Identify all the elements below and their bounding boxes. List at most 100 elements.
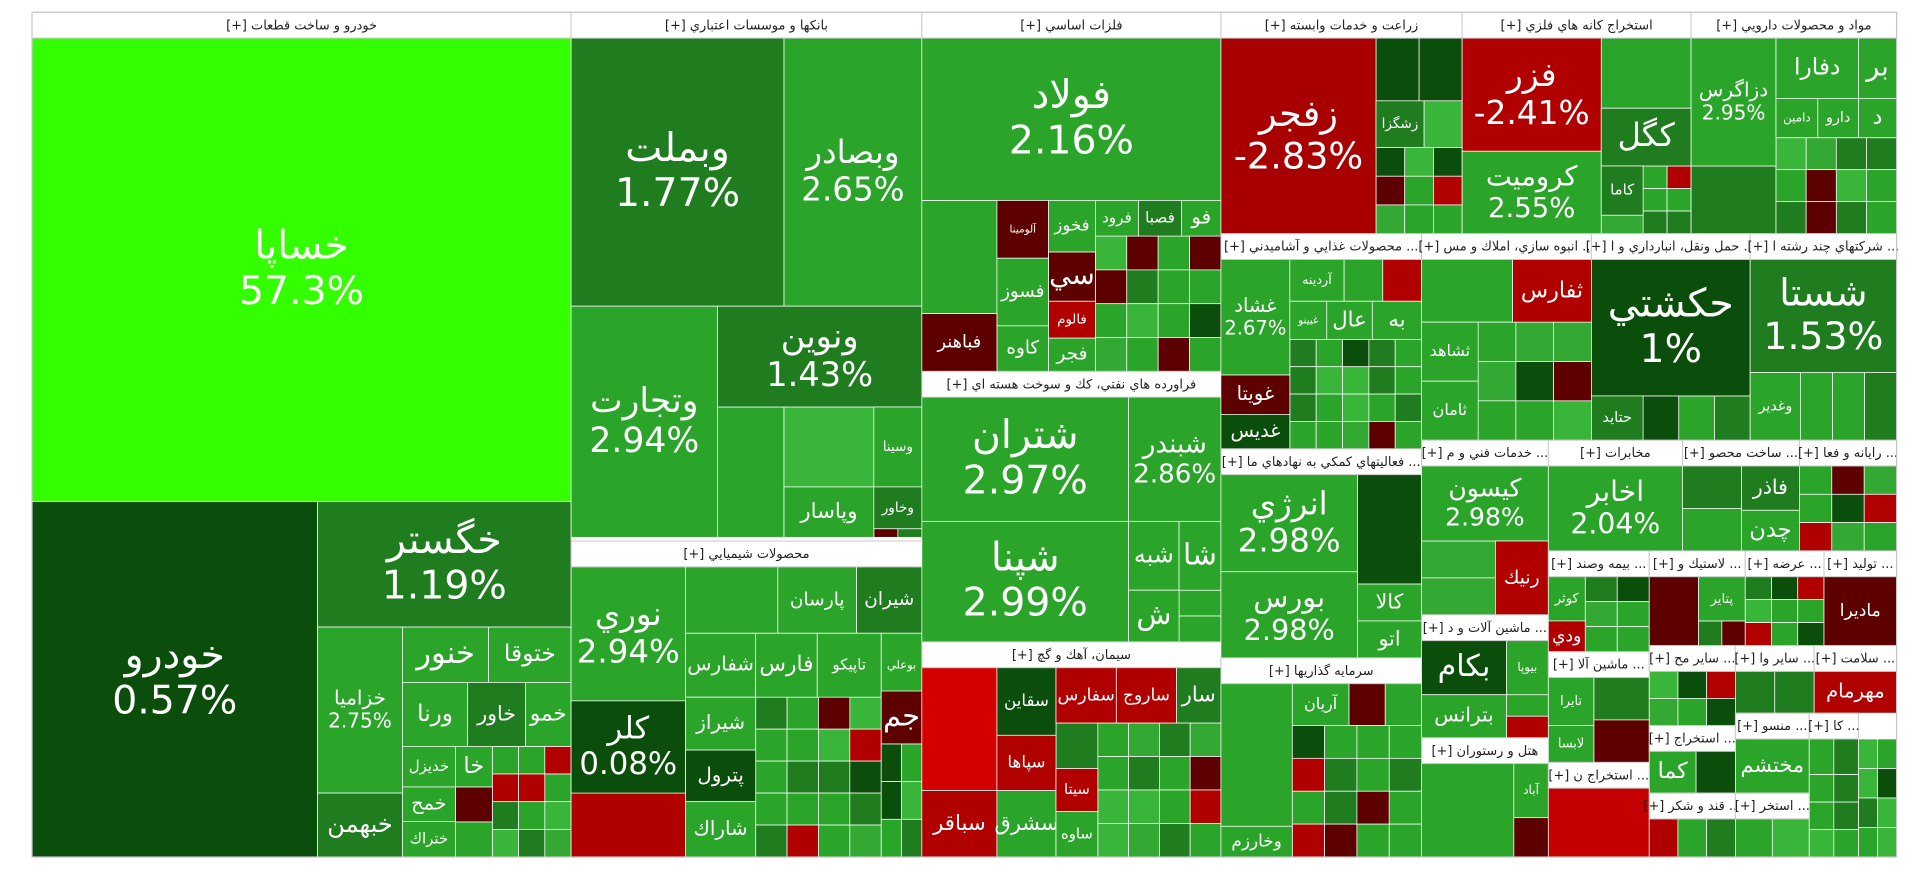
stock-tile[interactable] (996, 200, 1049, 259)
stock-tile[interactable] (880, 632, 923, 698)
sector-header[interactable] (1590, 233, 1751, 260)
stock-tile[interactable] (717, 305, 923, 408)
sector-title[interactable]: مخابرات [+] (1580, 446, 1651, 461)
stock-tile[interactable] (1741, 465, 1800, 511)
stock-tile[interactable] (1690, 37, 1777, 167)
sector-title[interactable]: ... حمل ونقل، انبارداري و ا [+] (1586, 240, 1756, 255)
sector-title[interactable]: سرمايه گذاريها [+] (1269, 663, 1374, 679)
sector-header[interactable] (1823, 550, 1898, 578)
sector-title[interactable]: بانكها و موسسات اعتباري [+] (665, 18, 828, 33)
sector-header[interactable] (1813, 645, 1898, 672)
stock-tile[interactable] (1600, 107, 1692, 167)
stock-tile[interactable] (1220, 474, 1358, 573)
sector-title[interactable]: محصولات شيميايي [+] (683, 547, 809, 562)
stock-tile[interactable] (1048, 300, 1096, 339)
stock-tile[interactable] (1055, 667, 1117, 724)
sector-title[interactable]: ... شركتهاي چند رشته ا [+] (1747, 240, 1899, 255)
sector-title[interactable]: خودرو و ساخت قطعات [+] (226, 18, 377, 33)
stock-tile[interactable] (685, 749, 757, 803)
stock-tile[interactable] (402, 626, 489, 683)
sector-header[interactable] (1220, 657, 1423, 685)
stock-tile[interactable] (1421, 321, 1479, 382)
stock-tile[interactable] (31, 501, 318, 858)
stock-tile[interactable] (1741, 509, 1800, 552)
sector-title[interactable]: ... ساير وا [+] (1734, 652, 1815, 667)
sector-title[interactable]: ... لاستيك و [+] (1653, 557, 1742, 572)
stock-tile[interactable] (996, 257, 1049, 327)
sector-header[interactable] (1744, 550, 1825, 578)
sector-header[interactable] (1461, 11, 1692, 39)
stock-tile[interactable] (570, 700, 686, 794)
sector-header[interactable] (1220, 11, 1463, 39)
sector-title[interactable]: استخراج كانه هاي فلزي [+] (1501, 18, 1653, 33)
stock-tile[interactable] (1220, 825, 1293, 858)
stock-tile[interactable] (880, 690, 923, 745)
stock-tile[interactable] (31, 37, 572, 503)
stock-tile[interactable] (1326, 300, 1373, 340)
stock-tile[interactable] (685, 632, 757, 698)
sector-header[interactable] (921, 11, 1222, 39)
sector-title[interactable]: ... استخراج [+] (1649, 731, 1736, 746)
stock-tile[interactable] (1698, 576, 1746, 622)
stock-tile[interactable] (570, 37, 785, 307)
stock-tile[interactable] (402, 786, 456, 822)
sector-header[interactable] (1681, 439, 1800, 467)
stock-tile[interactable] (783, 37, 923, 307)
stock-tile[interactable] (1547, 725, 1595, 763)
stock-tile[interactable] (1055, 768, 1099, 812)
stock-tile[interactable] (1648, 750, 1697, 794)
sector-title[interactable]: ... ساخت محصو [+] (1684, 446, 1798, 461)
stock-tile[interactable] (1357, 620, 1422, 659)
stock-tile[interactable] (1421, 640, 1507, 696)
stock-tile[interactable] (1178, 520, 1222, 591)
stock-tile[interactable] (921, 37, 1222, 201)
stock-tile[interactable] (1858, 37, 1897, 99)
sector-title[interactable]: سيمان، آهك و گچ [+] (1012, 647, 1131, 663)
sector-header[interactable] (1547, 761, 1650, 789)
sector-title[interactable]: ... فعاليتهاي كمكي به نهادهاي ما [+] (1222, 455, 1421, 470)
stock-tile[interactable] (755, 632, 818, 698)
sector-header[interactable] (1690, 11, 1898, 39)
sector-title[interactable]: ... توليد [+] (1827, 557, 1893, 572)
sector-title[interactable]: ... بيمه وصند [+] (1551, 557, 1646, 572)
sector-header[interactable] (570, 11, 923, 39)
sector-header[interactable] (921, 641, 1222, 669)
sector-header[interactable] (1734, 792, 1810, 820)
stock-tile[interactable] (1421, 465, 1549, 542)
stock-tile[interactable] (1421, 380, 1479, 441)
stock-tile[interactable] (996, 325, 1049, 372)
sector-header[interactable] (1220, 233, 1423, 260)
stock-tile[interactable] (1775, 97, 1819, 139)
sector-title[interactable]: ... ساير مح [+] (1649, 652, 1735, 667)
sector-header[interactable] (1220, 448, 1423, 476)
sector-title[interactable]: زراعت و خدمات وابسته [+] (1265, 18, 1419, 33)
stock-tile[interactable] (1749, 259, 1897, 373)
sector-title[interactable]: فلزات اساسي [+] (1020, 18, 1122, 33)
stock-tile[interactable] (455, 745, 493, 788)
stock-tile[interactable] (1115, 667, 1177, 724)
sector-header[interactable] (1798, 439, 1898, 467)
stock-tile[interactable] (783, 486, 875, 538)
sector-title[interactable]: ... استخر [+] (1735, 799, 1810, 814)
stock-tile[interactable] (317, 792, 403, 858)
sector-title[interactable]: ... ماشين آلا [+] (1553, 657, 1645, 673)
sector-title[interactable]: ... منسو [+] (1737, 719, 1807, 734)
sector-header[interactable] (1749, 233, 1898, 260)
stock-tile[interactable] (1375, 100, 1425, 148)
sector-header[interactable] (1547, 439, 1683, 467)
stock-tile[interactable] (317, 626, 403, 794)
sector-title[interactable]: ... ماشين آلات و د [+] (1423, 620, 1547, 636)
stock-tile[interactable] (1220, 37, 1377, 234)
sector-header[interactable] (1421, 233, 1592, 260)
stock-tile[interactable] (1547, 620, 1586, 653)
stock-tile[interactable] (1181, 200, 1222, 237)
stock-tile[interactable] (873, 406, 923, 488)
stock-tile[interactable] (1371, 300, 1422, 340)
sector-title[interactable]: هتل و رستوران [+] (1431, 744, 1538, 759)
stock-tile[interactable] (1048, 200, 1096, 253)
stock-tile[interactable] (1749, 372, 1801, 441)
sector-header[interactable] (1648, 550, 1746, 578)
sector-header[interactable] (1421, 737, 1549, 765)
stock-tile[interactable] (1289, 259, 1345, 302)
stock-tile[interactable] (921, 313, 998, 372)
